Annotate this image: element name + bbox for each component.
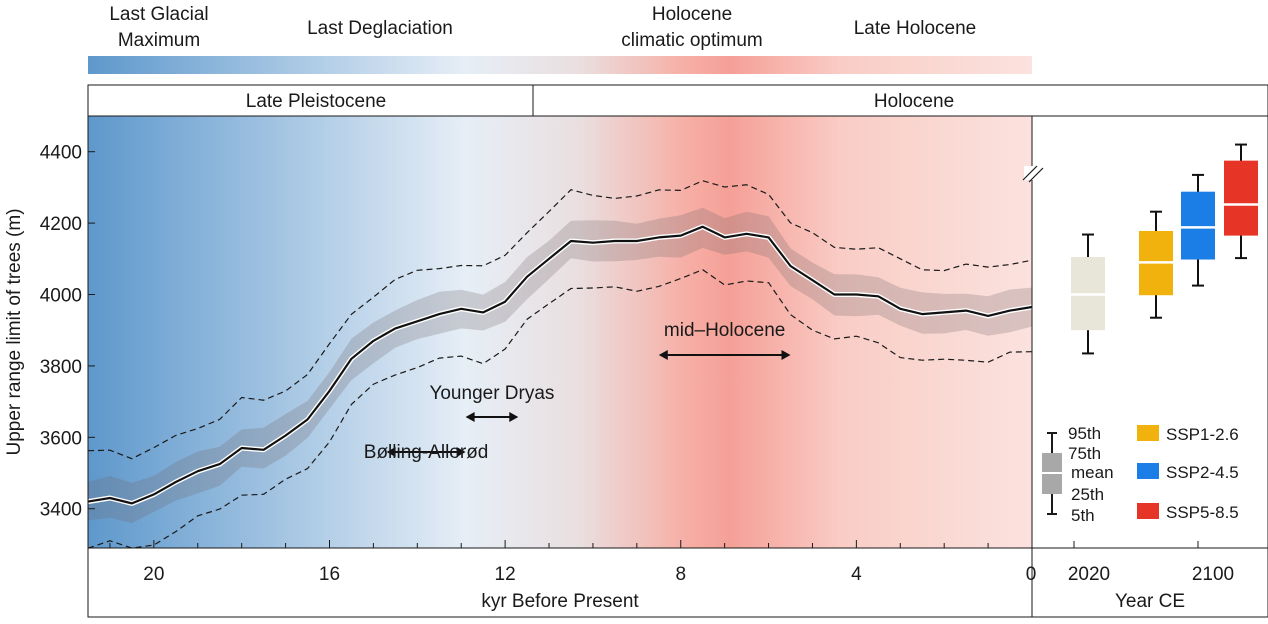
boxplot-2020 xyxy=(1071,235,1105,354)
legend: 95th 75th mean 25th 5th SSP1-2.6 SSP2-4.… xyxy=(1042,424,1239,525)
future-tick-label: 2020 xyxy=(1068,564,1110,585)
period-label-lgm-1: Last Glacial xyxy=(109,4,208,25)
period-label-deglaciation: Last Deglaciation xyxy=(307,18,453,39)
legend-swatch-ssp245 xyxy=(1137,463,1159,479)
period-label-hco-2: climatic optimum xyxy=(621,30,762,51)
y-axis-label: Upper range limit of trees (m) xyxy=(4,208,25,455)
legend-75th: 75th xyxy=(1068,444,1101,463)
annotation-label: Bølling-Allerød xyxy=(364,442,489,463)
legend-swatch-ssp126 xyxy=(1137,425,1159,441)
period-label-late-holocene: Late Holocene xyxy=(854,18,977,39)
y-tick-label: 3400 xyxy=(40,500,82,521)
annotation-label: mid–Holocene xyxy=(664,320,785,341)
y-tick-label: 4000 xyxy=(40,286,82,307)
boxplot-ssp585 xyxy=(1224,145,1258,259)
legend-ssp585: SSP5-8.5 xyxy=(1166,503,1239,522)
legend-ssp126: SSP1-2.6 xyxy=(1166,425,1239,444)
x-tick-label: 4 xyxy=(851,564,862,585)
legend-5th: 5th xyxy=(1071,506,1095,525)
y-tick-label: 4400 xyxy=(40,143,82,164)
climate-gradient-bar xyxy=(88,56,1032,74)
legend-25th: 25th xyxy=(1071,485,1104,504)
box xyxy=(1181,192,1215,260)
annotation-3: mid–Holocene xyxy=(659,320,791,360)
axis-break-icon xyxy=(1023,166,1043,182)
y-tick-label: 4200 xyxy=(40,214,82,235)
legend-95th: 95th xyxy=(1068,424,1101,443)
x-tick-label: 0 xyxy=(1026,564,1037,585)
plot-background xyxy=(88,116,1032,548)
period-label-hco-1: Holocene xyxy=(652,4,732,25)
legend-ssp245: SSP2-4.5 xyxy=(1166,463,1239,482)
x-tick-label: 16 xyxy=(319,564,340,585)
future-tick-label: 2100 xyxy=(1192,564,1234,585)
annotation-label: Younger Dryas xyxy=(429,383,554,404)
future-boxplots xyxy=(1071,145,1258,354)
legend-swatch-ssp585 xyxy=(1137,503,1159,519)
boxplot-ssp245 xyxy=(1181,175,1215,286)
legend-mean: mean xyxy=(1071,463,1114,482)
y-tick-label: 3800 xyxy=(40,357,82,378)
period-label-lgm-2: Maximum xyxy=(118,30,200,51)
future-axis-label: Year CE xyxy=(1115,591,1185,612)
x-tick-label: 8 xyxy=(675,564,686,585)
x-tick-label: 20 xyxy=(143,564,164,585)
epoch-holocene: Holocene xyxy=(874,91,954,112)
annotation-1: Bølling-Allerød xyxy=(364,442,489,463)
epoch-late-pleistocene: Late Pleistocene xyxy=(246,91,387,112)
x-axis-label: kyr Before Present xyxy=(481,591,639,612)
boxplot-ssp126 xyxy=(1139,212,1173,318)
box xyxy=(1224,161,1258,236)
y-tick-label: 3600 xyxy=(40,428,82,449)
legend-stats-glyph xyxy=(1042,433,1062,514)
x-tick-label: 12 xyxy=(495,564,516,585)
